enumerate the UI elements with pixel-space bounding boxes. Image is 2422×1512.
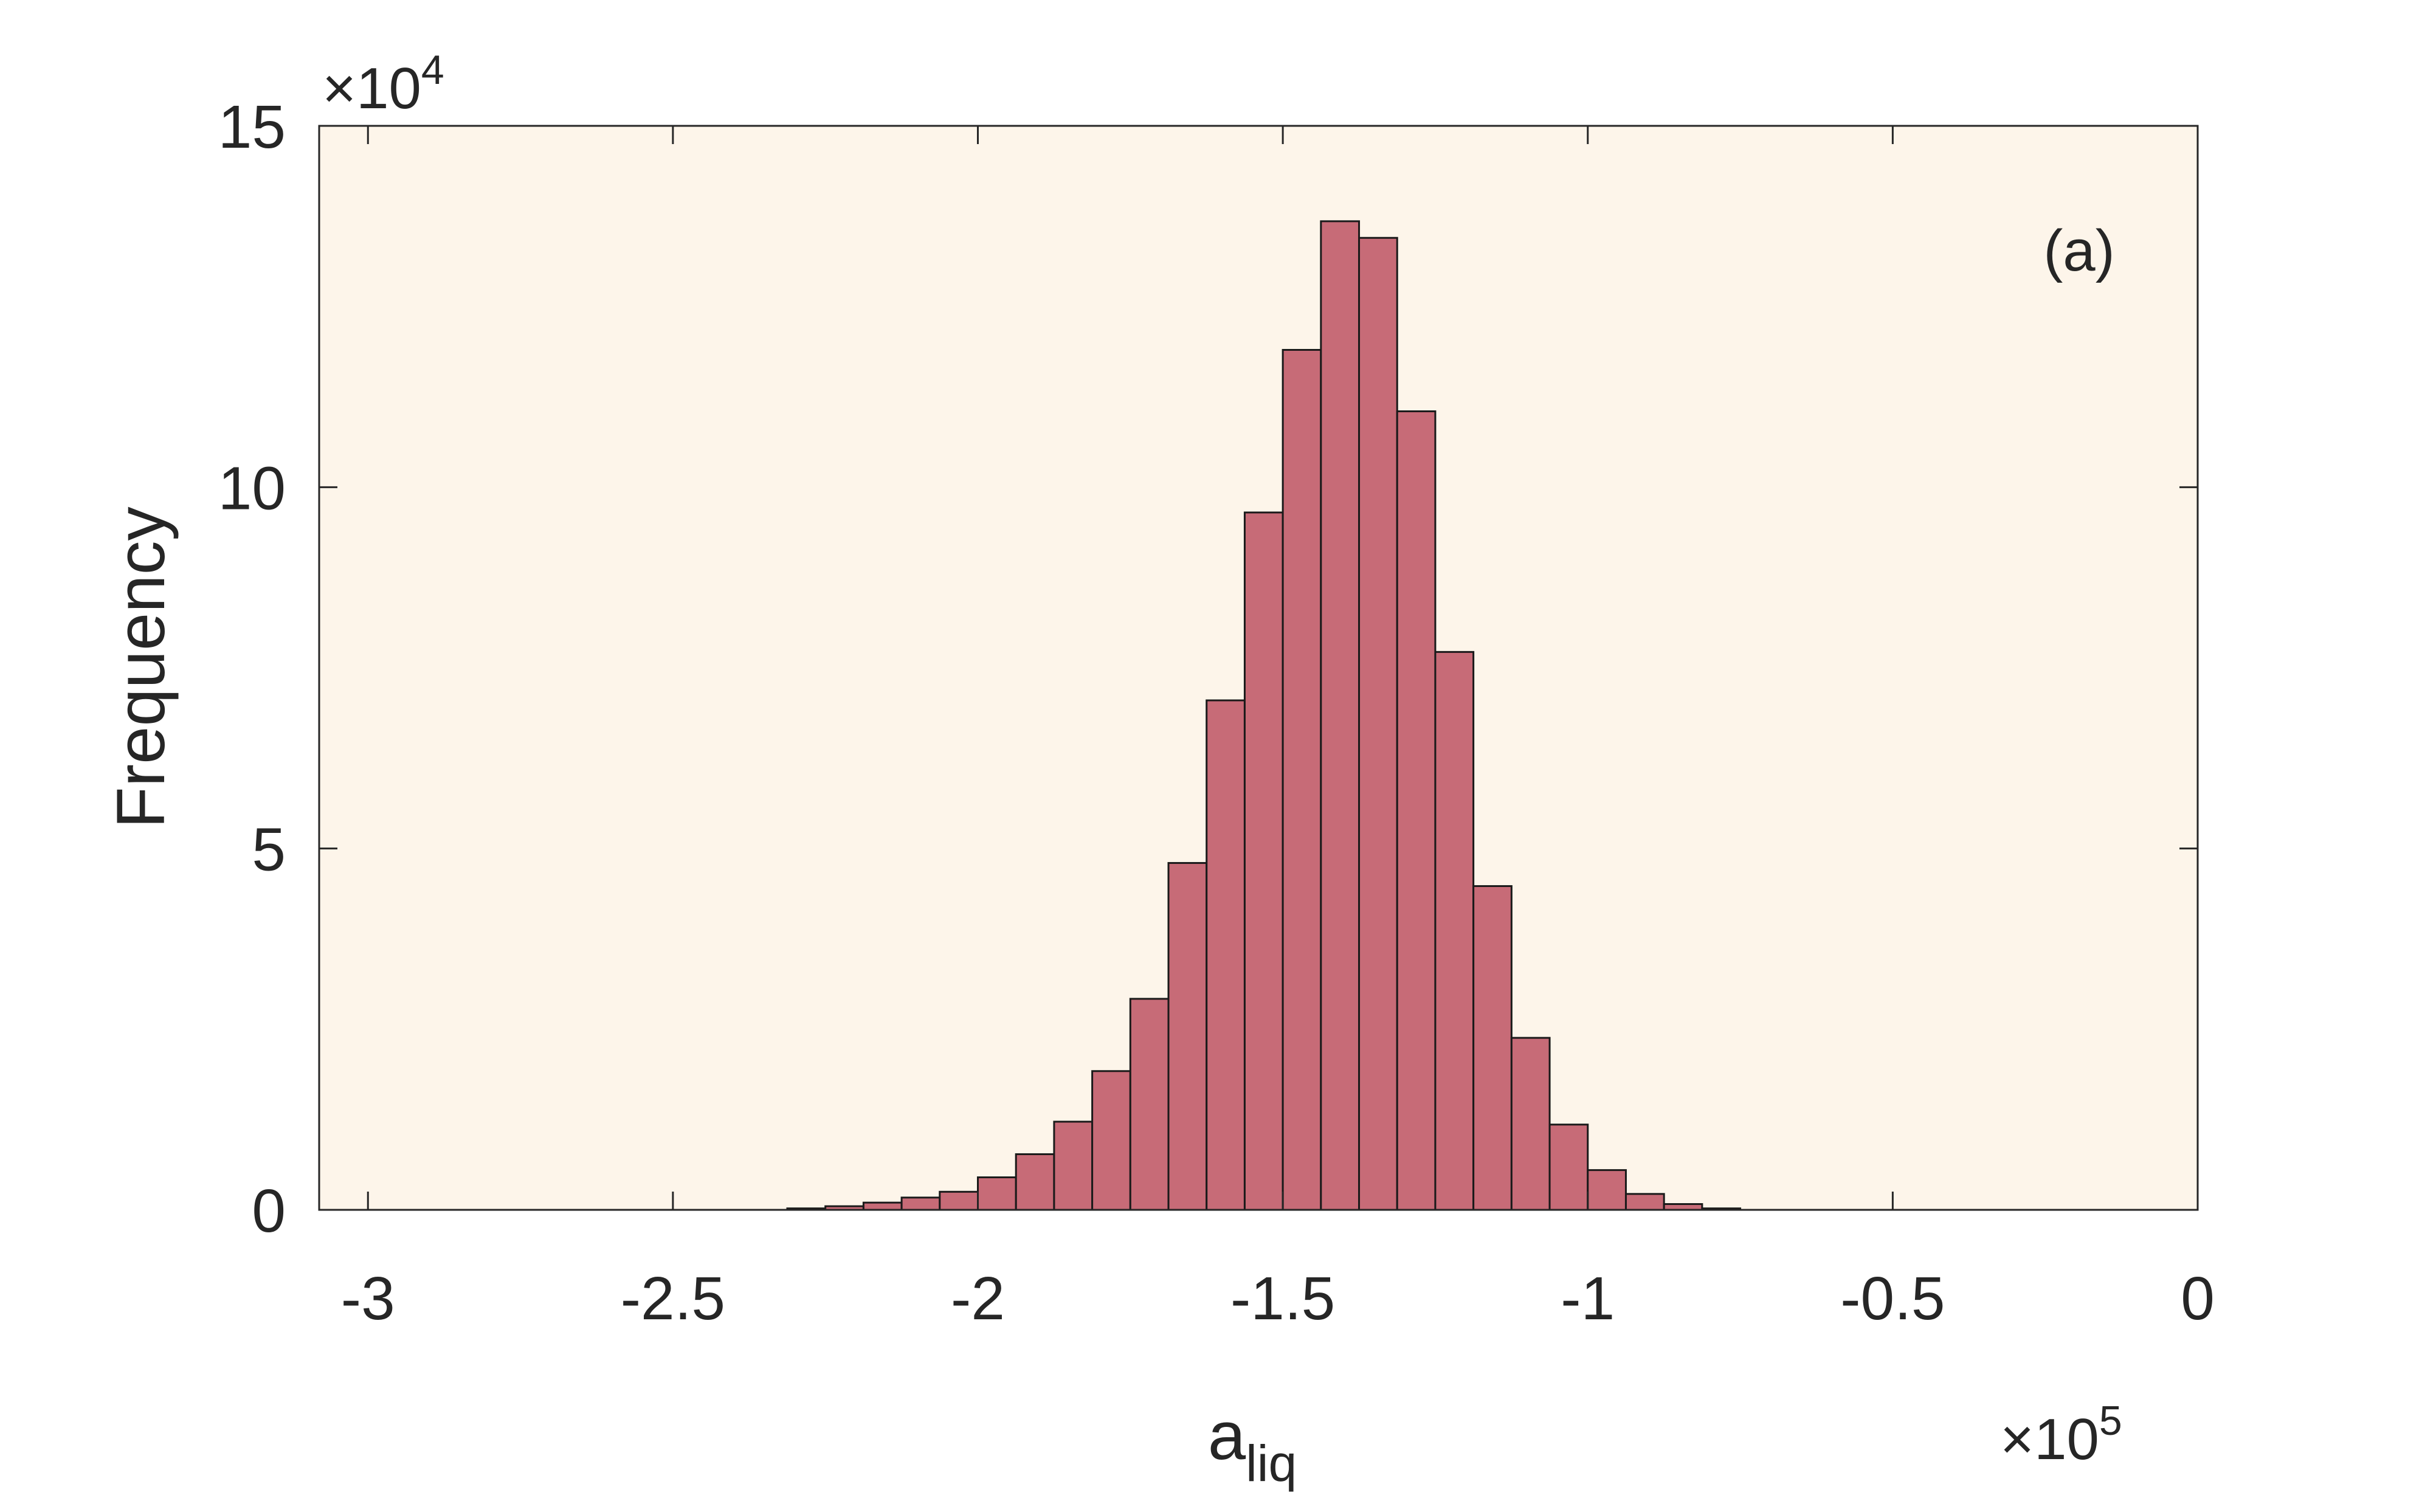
y-axis-multiplier: ×104 [322,47,444,121]
histogram-bar [1282,348,1322,1211]
histogram-bars [786,220,1742,1211]
histogram-bar [977,1176,1017,1211]
histogram-bar [1091,1070,1131,1211]
y-multiplier-base: ×10 [322,56,421,121]
panel-label: (a) [2043,218,2114,283]
y-tick-label: 5 [252,816,286,884]
x-tick-label: -0.5 [1840,1265,1945,1333]
x-axis-multiplier: ×105 [2000,1398,2122,1472]
histogram-bar [939,1190,979,1211]
histogram-bar [1548,1124,1589,1211]
y-tick-labels: 0 5 10 15 [218,93,286,1245]
plot-frame [318,125,2199,1211]
x-label-main: a [1208,1398,1246,1474]
x-tick-label: 0 [2181,1265,2215,1333]
histogram-bar [1472,885,1513,1211]
histogram-bar [1396,410,1437,1211]
y-tick-label: 15 [218,93,286,161]
x-tick-label: -1 [1561,1265,1615,1333]
histogram-bar [1167,861,1208,1211]
histogram-bar [1624,1193,1665,1211]
x-tick-labels: -3 -2.5 -2 -1.5 -1 -0.5 0 [341,1265,2215,1333]
x-tick-label: -3 [341,1265,395,1333]
histogram-bar [1129,998,1170,1211]
x-axis-label: aliq [1208,1398,1297,1492]
histogram-bar [1015,1153,1055,1211]
histogram-bar [1206,699,1246,1211]
y-tick-label: 0 [252,1177,286,1245]
y-axis-label: Frequency [103,506,179,828]
histogram-bar [900,1196,941,1211]
histogram-bar [1243,511,1284,1211]
x-tick-label: -2.5 [621,1265,725,1333]
histogram-bar [1320,220,1361,1211]
histogram-bar [1510,1037,1551,1211]
x-multiplier-base: ×10 [2000,1407,2099,1472]
y-multiplier-exponent: 4 [421,47,444,93]
x-label-subscript: liq [1246,1435,1297,1492]
histogram-bar [1434,651,1475,1211]
x-multiplier-exponent: 5 [2099,1398,2122,1444]
y-tick-label: 10 [218,454,286,522]
histogram-bar [1358,236,1398,1211]
x-tick-label: -1.5 [1230,1265,1335,1333]
histogram-bar [1587,1169,1627,1211]
x-tick-label: -2 [951,1265,1005,1333]
histogram-bar [862,1201,903,1211]
histogram-bar [1053,1120,1094,1211]
